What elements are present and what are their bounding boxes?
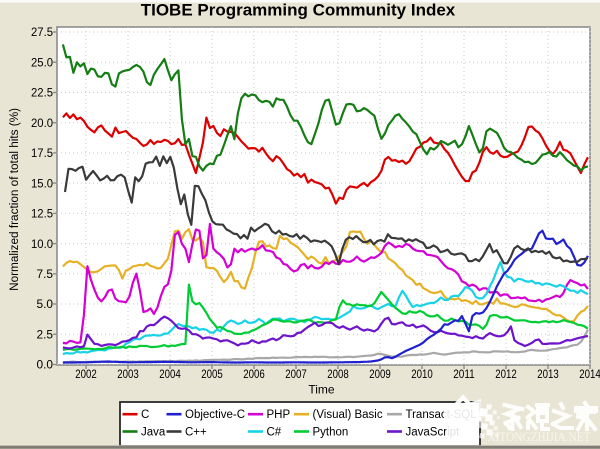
- svg-text:22.5: 22.5: [31, 86, 53, 100]
- svg-text:17.5: 17.5: [31, 146, 53, 160]
- svg-text:2014: 2014: [579, 367, 600, 381]
- svg-text:2012: 2012: [495, 367, 517, 381]
- svg-text:2006: 2006: [243, 367, 265, 381]
- svg-text:C++: C++: [185, 427, 207, 439]
- svg-text:2013: 2013: [537, 367, 559, 381]
- svg-text:XITONGZHIJIA.NET: XITONGZHIJIA.NET: [488, 429, 591, 444]
- svg-text:Objective-C: Objective-C: [185, 409, 245, 421]
- svg-text:PHP: PHP: [267, 409, 291, 421]
- svg-text:Java: Java: [141, 427, 166, 439]
- svg-text:Time: Time: [308, 383, 335, 397]
- svg-text:2008: 2008: [327, 367, 349, 381]
- svg-text:2004: 2004: [159, 367, 181, 381]
- svg-text:2.5: 2.5: [37, 328, 54, 342]
- svg-text:C: C: [141, 409, 149, 421]
- svg-text:2002: 2002: [75, 367, 97, 381]
- svg-text:2009: 2009: [369, 367, 391, 381]
- svg-text:2003: 2003: [117, 367, 139, 381]
- svg-text:2007: 2007: [285, 367, 307, 381]
- svg-text:Python: Python: [313, 427, 349, 439]
- svg-text:20.0: 20.0: [31, 116, 53, 130]
- svg-text:25.0: 25.0: [31, 55, 53, 69]
- svg-text:TIOBE Programming Community In: TIOBE Programming Community Index: [141, 1, 456, 20]
- svg-text:2011: 2011: [453, 367, 475, 381]
- svg-text:2005: 2005: [201, 367, 223, 381]
- svg-text:(Visual) Basic: (Visual) Basic: [313, 409, 383, 421]
- svg-text:15.0: 15.0: [31, 176, 53, 190]
- svg-text:0.0: 0.0: [37, 358, 54, 372]
- svg-text:C#: C#: [267, 427, 282, 439]
- svg-text:27.5: 27.5: [31, 25, 53, 39]
- svg-text:7.5: 7.5: [37, 267, 54, 281]
- svg-text:Normalized fraction of total h: Normalized fraction of total hits (%): [9, 108, 21, 291]
- svg-text:10.0: 10.0: [31, 237, 53, 251]
- svg-text:2010: 2010: [411, 367, 433, 381]
- svg-text:12.5: 12.5: [31, 207, 53, 221]
- svg-text:5.0: 5.0: [37, 297, 54, 311]
- svg-text:JavaScript: JavaScript: [406, 427, 460, 439]
